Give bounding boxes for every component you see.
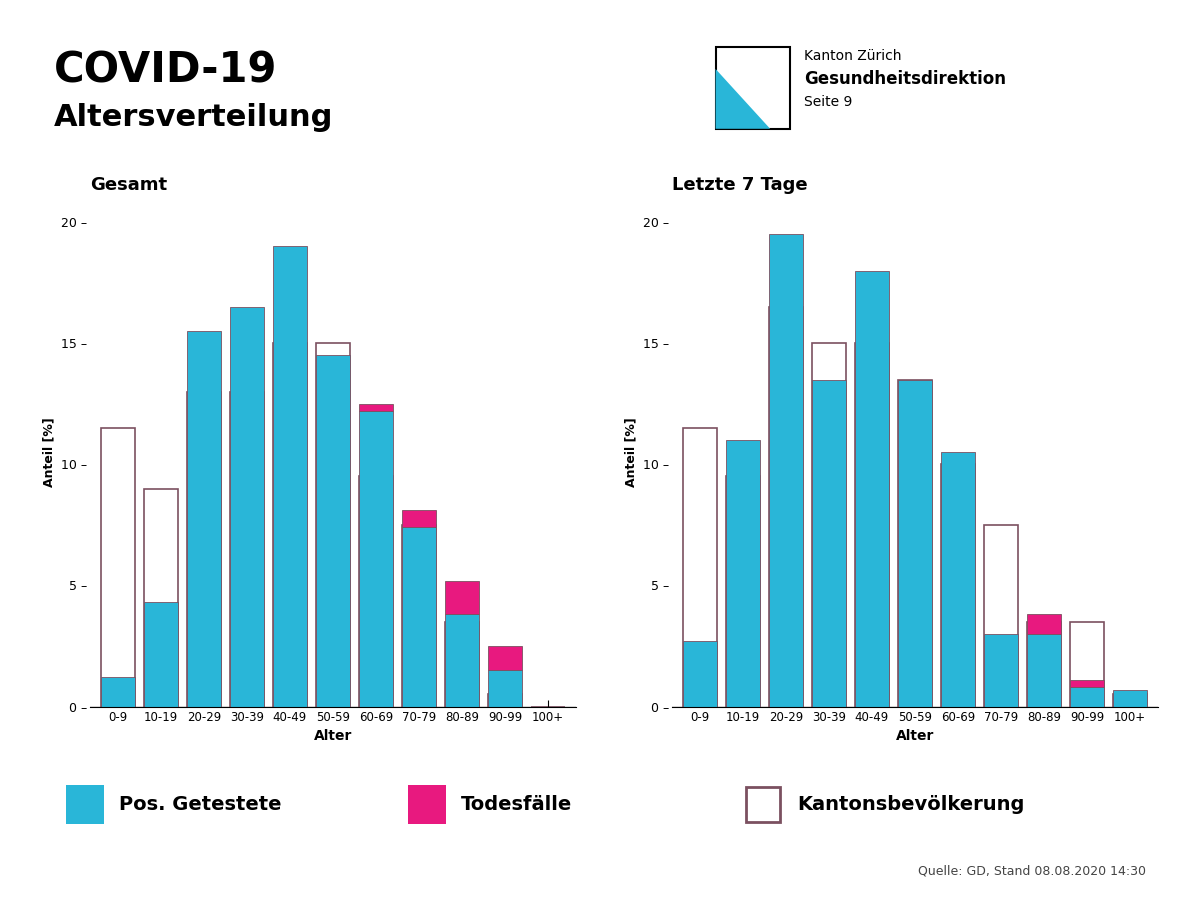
- Text: Gesamt: Gesamt: [90, 176, 167, 194]
- Polygon shape: [715, 69, 770, 129]
- Bar: [359, 476, 392, 706]
- Bar: [726, 476, 760, 706]
- Bar: [1027, 615, 1061, 634]
- Text: Altersverteilung: Altersverteilung: [54, 104, 334, 132]
- Bar: [1070, 687, 1104, 707]
- Bar: [941, 464, 974, 706]
- Bar: [856, 271, 889, 706]
- Text: Seite 9: Seite 9: [804, 94, 852, 109]
- Bar: [1114, 695, 1147, 707]
- Bar: [144, 489, 178, 706]
- Bar: [683, 641, 716, 706]
- Y-axis label: Anteil [%]: Anteil [%]: [42, 418, 55, 487]
- Bar: [317, 356, 349, 706]
- Bar: [230, 307, 264, 706]
- Bar: [984, 634, 1018, 706]
- Bar: [812, 380, 846, 706]
- Bar: [984, 525, 1018, 706]
- Bar: [359, 404, 392, 411]
- Bar: [101, 678, 134, 707]
- Bar: [187, 392, 221, 706]
- Bar: [683, 428, 716, 706]
- Bar: [941, 453, 974, 706]
- Bar: [769, 234, 803, 706]
- Bar: [445, 622, 479, 706]
- Bar: [488, 670, 522, 706]
- Bar: [402, 510, 436, 527]
- Bar: [1027, 622, 1061, 706]
- X-axis label: Alter: Alter: [314, 728, 352, 742]
- Bar: [1027, 634, 1061, 706]
- Text: Quelle: GD, Stand 08.08.2020 14:30: Quelle: GD, Stand 08.08.2020 14:30: [918, 865, 1146, 878]
- Text: COVID-19: COVID-19: [54, 50, 277, 92]
- Bar: [230, 392, 264, 706]
- Text: Letzte 7 Tage: Letzte 7 Tage: [672, 176, 808, 194]
- Bar: [101, 428, 134, 706]
- Bar: [187, 331, 221, 706]
- Bar: [856, 343, 889, 706]
- Bar: [488, 695, 522, 707]
- Bar: [402, 525, 436, 706]
- Bar: [359, 411, 392, 706]
- Bar: [1070, 622, 1104, 706]
- Bar: [317, 343, 349, 706]
- Bar: [445, 580, 479, 615]
- Bar: [274, 343, 307, 706]
- Text: Kantonsbevölkerung: Kantonsbevölkerung: [797, 795, 1024, 814]
- Bar: [1070, 680, 1104, 687]
- Bar: [1114, 689, 1147, 706]
- Bar: [144, 602, 178, 706]
- Text: Kanton Zürich: Kanton Zürich: [804, 50, 901, 64]
- Bar: [899, 380, 931, 706]
- Bar: [488, 646, 522, 670]
- Bar: [402, 527, 436, 706]
- Text: Pos. Getestete: Pos. Getestete: [119, 795, 281, 814]
- Bar: [812, 343, 846, 706]
- Bar: [899, 380, 931, 706]
- Text: Todesfälle: Todesfälle: [461, 795, 572, 814]
- Text: Gesundheitsdirektion: Gesundheitsdirektion: [804, 70, 1006, 88]
- Bar: [445, 615, 479, 706]
- Bar: [726, 440, 760, 706]
- Bar: [769, 307, 803, 706]
- X-axis label: Alter: Alter: [896, 728, 934, 742]
- Y-axis label: Anteil [%]: Anteil [%]: [624, 418, 637, 487]
- Bar: [274, 247, 307, 706]
